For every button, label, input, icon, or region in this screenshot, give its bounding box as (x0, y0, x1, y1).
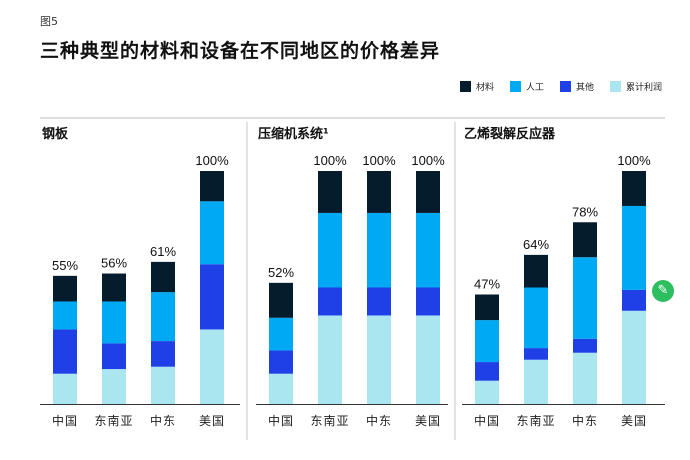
bar-segment-3-4-profit (622, 310, 646, 404)
category-label-2-4: 美国 (415, 414, 441, 428)
bar-segment-1-4-other (200, 264, 224, 330)
total-label-1-2: 56% (101, 256, 127, 271)
total-label-3-3: 78% (572, 204, 598, 219)
legend-label-other: 其他 (575, 83, 594, 93)
bar-segment-2-2-profit (318, 315, 342, 404)
category-label-2-1: 中国 (268, 413, 294, 428)
legend-item-labor: 人工 (509, 80, 544, 93)
bar-segment-1-1-material (53, 275, 77, 302)
bar-segment-3-3-material (573, 222, 597, 258)
bar-segment-2-3-material (367, 171, 391, 213)
legend-item-material: 材料 (459, 80, 494, 93)
legend-item-other: 其他 (559, 80, 594, 93)
bar-segment-1-3-material (151, 261, 175, 293)
legend-swatch-other (559, 81, 571, 92)
total-label-1-1: 55% (52, 258, 78, 273)
chart-title-1: 钢板 (42, 126, 69, 142)
total-label-3-2: 64% (523, 237, 549, 252)
bar-segment-3-4-material (622, 171, 646, 206)
category-label-3-1: 中国 (474, 413, 500, 428)
bar-segment-1-1-other (53, 329, 77, 374)
bar-segment-3-3-profit (573, 352, 597, 404)
bar-segment-1-4-labor (200, 201, 224, 265)
bar-segment-2-4-profit (416, 315, 440, 404)
bar-segment-3-2-other (524, 348, 548, 360)
bar-segment-1-2-other (102, 343, 126, 370)
bar-segment-1-2-material (102, 273, 126, 302)
bar-segment-2-2-other (318, 287, 342, 316)
bar-segment-2-4-labor (416, 212, 440, 288)
total-label-1-4: 100% (195, 153, 229, 168)
bar-segment-3-1-labor (475, 320, 499, 363)
bar-segment-1-4-profit (200, 329, 224, 404)
category-label-1-1: 中国 (52, 413, 78, 428)
bar-segment-3-2-profit (524, 359, 548, 404)
category-label-2-3: 中东 (366, 413, 392, 428)
bar-segment-2-2-material (318, 171, 342, 213)
chart-title-3: 乙烯裂解反应器 (464, 126, 556, 142)
bar-segment-3-2-labor (524, 287, 548, 349)
legend-item-profit: 累计利润 (609, 80, 662, 93)
bar-segment-2-2-labor (318, 212, 342, 288)
legend-label-material: 材料 (475, 83, 494, 93)
page-title: 三种典型的材料和设备在不同地区的价格差异 (40, 40, 441, 62)
bar-segment-1-3-profit (151, 366, 175, 404)
category-label-1-2: 东南亚 (94, 413, 133, 428)
total-label-2-1: 52% (268, 265, 294, 280)
bar-segment-2-4-other (416, 287, 440, 316)
bar-segment-2-3-profit (367, 315, 391, 404)
legend: 材料 人工 其他 累计利润 (459, 80, 662, 93)
total-label-2-2: 100% (313, 153, 347, 168)
category-label-1-4: 美国 (199, 414, 225, 428)
bar-segment-2-1-labor (269, 317, 293, 351)
bar-segment-3-2-material (524, 254, 548, 288)
bar-segment-3-4-labor (622, 205, 646, 290)
total-label-1-3: 61% (150, 244, 176, 259)
bar-segment-1-3-other (151, 341, 175, 367)
total-label-2-3: 100% (362, 153, 396, 168)
legend-label-profit: 累计利润 (625, 83, 662, 93)
legend-swatch-profit (609, 81, 621, 92)
bar-segment-2-1-profit (269, 373, 293, 404)
chart-title-2: 压缩机系统¹ (258, 126, 329, 142)
bar-segment-1-2-labor (102, 301, 126, 344)
bar-segment-2-3-other (367, 287, 391, 316)
total-label-3-4: 100% (617, 153, 651, 168)
evernote-icon[interactable]: ✎ (652, 280, 674, 302)
bar-segment-3-4-other (622, 289, 646, 311)
bar-segment-2-3-labor (367, 212, 391, 288)
total-label-2-4: 100% (411, 153, 445, 168)
legend-swatch-material (459, 81, 471, 92)
category-label-3-4: 美国 (621, 414, 647, 428)
bar-segment-1-2-profit (102, 369, 126, 404)
category-label-1-3: 中东 (150, 413, 176, 428)
bar-segment-3-1-material (475, 294, 499, 321)
bar-segment-3-1-profit (475, 380, 499, 404)
bar-segment-1-1-labor (53, 301, 77, 330)
bar-segment-3-1-other (475, 362, 499, 381)
category-label-3-3: 中东 (572, 413, 598, 428)
bar-segment-1-1-profit (53, 373, 77, 404)
category-label-2-2: 东南亚 (310, 413, 349, 428)
bar-segment-2-1-material (269, 282, 293, 318)
bar-segment-1-3-labor (151, 292, 175, 342)
bar-segment-3-3-labor (573, 257, 597, 339)
legend-label-labor: 人工 (525, 83, 544, 93)
bar-segment-1-4-material (200, 171, 224, 202)
bar-segment-2-1-other (269, 350, 293, 374)
total-label-3-1: 47% (474, 276, 500, 291)
bar-segment-2-4-material (416, 171, 440, 213)
legend-swatch-labor (509, 81, 521, 92)
category-label-3-2: 东南亚 (516, 413, 555, 428)
figure-label: 图5 (40, 15, 58, 28)
bar-segment-3-3-other (573, 338, 597, 353)
